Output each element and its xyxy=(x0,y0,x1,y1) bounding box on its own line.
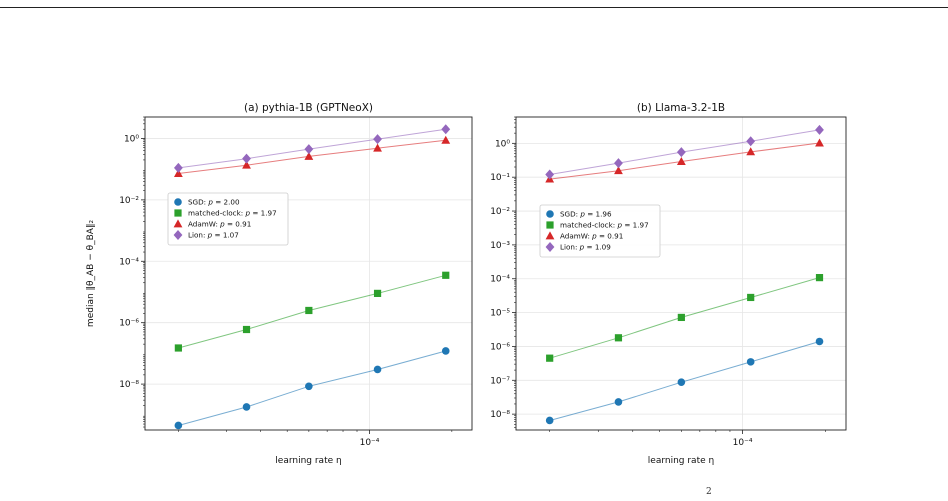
legend-label-lion: Lion: p = 1.09 xyxy=(560,243,611,252)
legend-label-sgd: SGD: p = 1.96 xyxy=(560,210,612,219)
data-point-matched-clock xyxy=(305,306,313,315)
data-point-lion xyxy=(173,162,183,173)
data-point-matched-clock xyxy=(174,344,182,352)
y-tick-label: 10⁻⁸ xyxy=(490,410,510,420)
chart-panel-1: 10⁰ 10⁻² 10⁻⁴ 10⁻⁶ 10⁻⁸ 10⁻⁴ (a) pythia-1B (GP… xyxy=(86,102,473,466)
chart-title: (a) pythia-1B (GPTNeoX) xyxy=(244,102,373,114)
x-axis-label: learning rate η xyxy=(648,456,714,466)
x-axis-label: learning rate η xyxy=(275,456,341,466)
y-axis-label: median ‖θ_AB − θ_BA‖₂ xyxy=(86,220,96,328)
legend-marker-sgd xyxy=(546,210,554,218)
page-top-rule xyxy=(0,7,948,8)
data-point-adamw xyxy=(746,147,756,156)
data-point-lion xyxy=(815,124,824,135)
x-tick-label: 10⁻⁴ xyxy=(733,438,753,448)
series-line-adamw xyxy=(178,139,446,174)
legend-box xyxy=(539,204,661,258)
legend-label-matched-clock: matched-clock: p = 1.97 xyxy=(188,209,277,218)
legend-marker-adamw xyxy=(545,231,555,240)
legend-box xyxy=(167,192,289,246)
data-point-matched-clock xyxy=(546,354,554,362)
y-tick-label: 10⁻⁶ xyxy=(490,342,510,352)
data-point-sgd xyxy=(614,398,623,406)
data-point-matched-clock xyxy=(242,325,251,334)
y-tick-label: 10⁻¹ xyxy=(490,173,510,183)
y-tick-label: 10⁻⁵ xyxy=(490,309,510,319)
y-tick-label: 10⁻² xyxy=(119,196,139,206)
footer-fragment: 2 xyxy=(706,487,712,497)
legend-label-sgd: SGD: p = 2.00 xyxy=(188,198,240,207)
data-point-lion xyxy=(242,153,251,164)
y-tick-label: 10⁻⁶ xyxy=(119,319,139,329)
data-point-sgd xyxy=(305,382,313,391)
data-point-sgd xyxy=(545,416,554,425)
data-point-adamw xyxy=(676,156,686,165)
plot-frame xyxy=(144,116,473,431)
data-point-sgd xyxy=(373,365,382,374)
data-point-matched-clock xyxy=(815,274,824,282)
y-tick-label: 10⁻² xyxy=(490,207,510,217)
data-point-lion xyxy=(441,124,451,135)
legend-marker-adamw xyxy=(173,219,183,228)
legend-marker-lion xyxy=(173,230,183,240)
series-line-adamw xyxy=(549,142,820,180)
data-point-matched-clock xyxy=(373,289,382,297)
data-point-adamw xyxy=(173,168,183,177)
y-tick-label: 10⁻⁸ xyxy=(119,380,139,390)
legend-label-lion: Lion: p = 1.07 xyxy=(188,231,239,240)
chart-title: (b) Llama-3.2-1B xyxy=(637,102,725,114)
chart-panel-2: 10⁰ 10⁻¹ 10⁻² 10⁻³ 10⁻⁴ 10⁻⁵ 10⁻⁶ 10⁻⁷ 10⁻⁸ 10⁻⁴ (… xyxy=(490,102,847,466)
legend: SGD: p = 1.96 matched-clock: p = 1.97 Adam… xyxy=(539,204,661,258)
data-point-adamw xyxy=(373,143,382,152)
data-point-sgd xyxy=(174,421,183,430)
data-point-lion xyxy=(614,158,623,169)
data-point-matched-clock xyxy=(677,313,685,322)
data-point-lion xyxy=(676,147,686,158)
data-point-lion xyxy=(304,144,314,155)
data-point-lion xyxy=(545,169,555,180)
data-point-lion xyxy=(746,136,756,147)
legend-label-adamw: AdamW: p = 0.91 xyxy=(188,220,251,229)
legend-label-matched-clock: matched-clock: p = 1.97 xyxy=(560,221,649,230)
y-tick-label: 10⁰ xyxy=(124,134,139,144)
legend: SGD: p = 2.00 matched-clock: p = 1.97 Adam… xyxy=(167,192,289,246)
data-point-adamw xyxy=(441,135,451,144)
data-point-adamw xyxy=(304,151,314,160)
data-point-sgd xyxy=(242,403,251,411)
data-point-adamw xyxy=(242,160,251,169)
y-tick-label: 10⁻⁴ xyxy=(119,257,139,267)
legend-marker-matched-clock xyxy=(546,221,554,229)
legend-marker-lion xyxy=(545,242,555,252)
x-tick-label: 10⁻⁴ xyxy=(360,438,380,448)
data-point-matched-clock xyxy=(747,293,755,302)
data-point-lion xyxy=(373,134,382,145)
y-tick-label: 10⁻³ xyxy=(490,241,510,251)
data-point-adamw xyxy=(614,166,623,175)
data-point-adamw xyxy=(815,138,824,147)
data-point-sgd xyxy=(677,378,686,386)
data-point-matched-clock xyxy=(442,271,450,279)
legend-marker-matched-clock xyxy=(174,209,182,217)
data-point-matched-clock xyxy=(614,334,623,342)
y-tick-label: 10⁻⁷ xyxy=(490,376,510,386)
legend-marker-sgd xyxy=(174,198,182,206)
data-point-sgd xyxy=(815,337,824,346)
plot-frame xyxy=(515,116,847,431)
y-tick-label: 10⁻⁴ xyxy=(490,275,510,285)
data-point-sgd xyxy=(746,358,755,366)
data-point-sgd xyxy=(441,347,450,355)
y-tick-label: 10⁰ xyxy=(495,139,510,149)
legend-label-adamw: AdamW: p = 0.91 xyxy=(560,232,623,241)
